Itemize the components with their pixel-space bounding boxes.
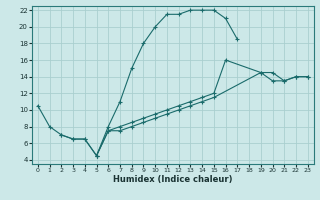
X-axis label: Humidex (Indice chaleur): Humidex (Indice chaleur)	[113, 175, 233, 184]
